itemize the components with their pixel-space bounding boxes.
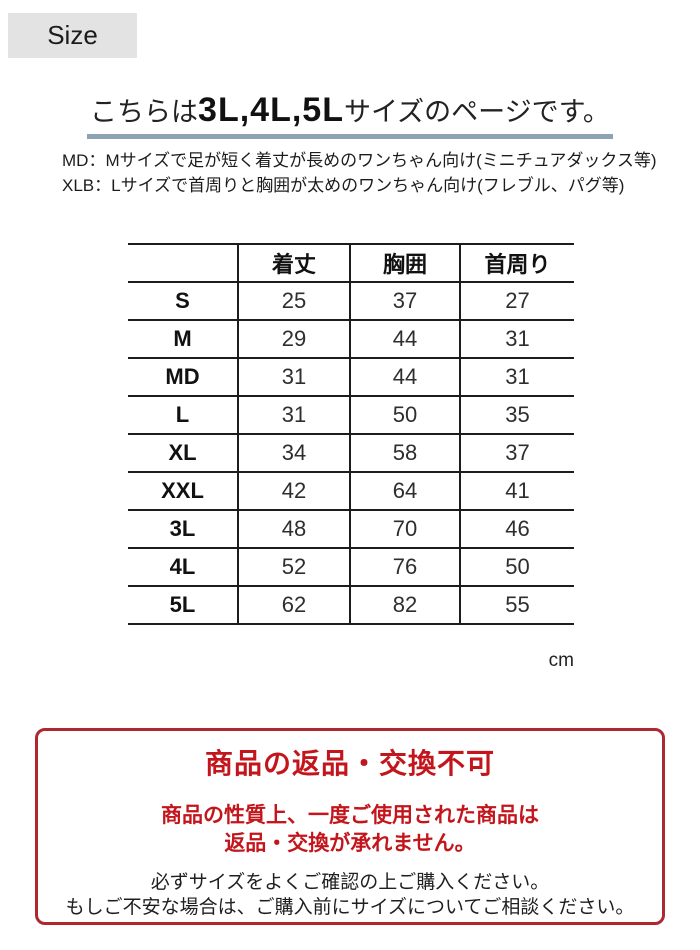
size-table-row: XL 34 58 37 <box>128 433 574 473</box>
size-table-row: 5L 62 82 55 <box>128 585 574 625</box>
size-cell: 31 <box>237 357 350 397</box>
size-table-header-row: 着丈 胸囲 首周り <box>128 243 574 283</box>
notice-red-text: 商品の性質上、一度ご使用された商品は 返品・交換が承れません。 <box>38 802 662 859</box>
size-notes: MD：Mサイズで足が短く着丈が長めのワンちゃん向け(ミニチュアダックス等) XL… <box>62 149 680 198</box>
size-row-label: MD <box>128 357 238 397</box>
heading-sizes: 3L,4L,5L <box>198 91 344 129</box>
size-table-row: 4L 52 76 50 <box>128 547 574 587</box>
size-cell: 34 <box>237 433 350 473</box>
size-row-label: 3L <box>128 509 238 549</box>
page-heading: こちらは3L,4L,5Lサイズのページです。 <box>0 88 700 140</box>
size-cell: 50 <box>459 547 574 587</box>
size-cell: 62 <box>237 585 350 625</box>
size-section-label: Size <box>8 13 137 58</box>
size-cell: 46 <box>459 509 574 549</box>
size-cell: 37 <box>349 281 460 321</box>
notice-black-line: 必ずサイズをよくご確認の上ご購入ください。 <box>150 871 550 893</box>
heading-suffix: サイズのページです。 <box>343 97 610 127</box>
size-cell: 35 <box>459 395 574 435</box>
size-cell: 50 <box>349 395 460 435</box>
notice-black-text: 必ずサイズをよくご確認の上ご購入ください。 もしご不安な場合は、ご購入前にサイズ… <box>38 870 662 920</box>
size-row-label: M <box>128 319 238 359</box>
size-row-label: S <box>128 281 238 321</box>
size-table-row: L 31 50 35 <box>128 395 574 435</box>
size-table-row: S 25 37 27 <box>128 281 574 321</box>
size-table-row: XXL 42 64 41 <box>128 471 574 511</box>
size-cell: 42 <box>237 471 350 511</box>
size-table-row: 3L 48 70 46 <box>128 509 574 549</box>
size-row-label: L <box>128 395 238 435</box>
size-cell: 70 <box>349 509 460 549</box>
size-table-column-header: 首周り <box>459 243 574 283</box>
size-row-label: 4L <box>128 547 238 587</box>
size-table: 着丈 胸囲 首周り S 25 37 27 M 29 44 31 MD 31 44 31 L 31 50 35 XL 3… <box>128 243 574 625</box>
size-cell: 29 <box>237 319 350 359</box>
size-cell: 25 <box>237 281 350 321</box>
size-cell: 58 <box>349 433 460 473</box>
size-row-label: XL <box>128 433 238 473</box>
size-cell: 76 <box>349 547 460 587</box>
size-row-label: XXL <box>128 471 238 511</box>
size-cell: 27 <box>459 281 574 321</box>
size-cell: 44 <box>349 357 460 397</box>
size-cell: 41 <box>459 471 574 511</box>
size-cell: 48 <box>237 509 350 549</box>
size-cell: 31 <box>237 395 350 435</box>
notice-red-line: 返品・交換が承れません。 <box>224 832 476 856</box>
size-row-label: 5L <box>128 585 238 625</box>
notice-black-line: もしご不安な場合は、ご購入前にサイズについてご相談ください。 <box>65 896 635 918</box>
size-cell: 52 <box>237 547 350 587</box>
size-table-column-header: 着丈 <box>237 243 350 283</box>
size-table-column-header: 胸囲 <box>349 243 460 283</box>
size-cell: 44 <box>349 319 460 359</box>
size-table-row: MD 31 44 31 <box>128 357 574 397</box>
size-table-body: S 25 37 27 M 29 44 31 MD 31 44 31 L 31 50 35 XL 34 58 37 XXL… <box>128 281 574 625</box>
unit-label: cm <box>548 650 574 671</box>
size-cell: 55 <box>459 585 574 625</box>
size-table-corner-cell <box>128 243 238 283</box>
size-cell: 31 <box>459 319 574 359</box>
size-cell: 37 <box>459 433 574 473</box>
return-policy-notice: 商品の返品・交換不可 商品の性質上、一度ご使用された商品は 返品・交換が承れませ… <box>35 728 665 925</box>
note-xlb: XLB：Lサイズで首周りと胸囲が太めのワンちゃん向け(フレブル、パグ等) <box>62 175 625 195</box>
notice-red-line: 商品の性質上、一度ご使用された商品は <box>161 804 539 827</box>
notice-title: 商品の返品・交換不可 <box>204 748 495 779</box>
size-table-row: M 29 44 31 <box>128 319 574 359</box>
size-cell: 31 <box>459 357 574 397</box>
heading-prefix: こちらは <box>90 97 199 127</box>
size-cell: 82 <box>349 585 460 625</box>
size-cell: 64 <box>349 471 460 511</box>
heading-underlined-text: こちらは3L,4L,5Lサイズのページです。 <box>87 88 613 140</box>
note-md: MD：Mサイズで足が短く着丈が長めのワンちゃん向け(ミニチュアダックス等) <box>62 151 657 170</box>
